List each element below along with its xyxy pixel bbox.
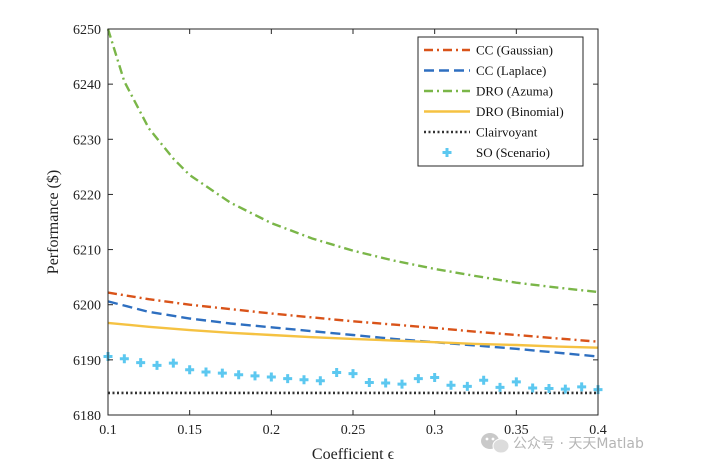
legend-swatch-so-scenario: [442, 148, 452, 157]
x-tick-label: 0.35: [504, 423, 529, 438]
legend: CC (Gaussian) CC (Laplace) DRO (Azuma) DRO …: [417, 36, 584, 167]
legend-label-dro-azuma: DRO (Azuma): [476, 84, 553, 99]
y-tick-label: 6210: [73, 244, 101, 259]
so-scenario-point: [495, 382, 505, 392]
legend-label-cc-gaussian: CC (Gaussian): [476, 43, 553, 58]
x-tick-label: 0.15: [177, 423, 202, 438]
so-scenario-point: [381, 378, 391, 388]
so-scenario-point: [430, 373, 440, 383]
so-scenario-point: [315, 376, 325, 386]
so-scenario-point: [185, 365, 195, 375]
legend-label-so-scenario: SO (Scenario): [476, 145, 550, 160]
so-scenario-point: [348, 369, 358, 379]
cc-laplace-line: [107, 300, 599, 358]
so-scenario-point: [299, 375, 309, 385]
watermark: 公众号 · 天天Matlab: [481, 433, 644, 454]
so-scenario-point: [168, 358, 178, 368]
so-scenario-point: [462, 381, 472, 391]
so-scenario-point: [119, 354, 129, 364]
so-scenario-point: [511, 377, 521, 387]
wechat-icon: [481, 433, 510, 454]
legend-label-cc-laplace: CC (Laplace): [476, 63, 546, 78]
y-tick-label: 6180: [73, 409, 101, 424]
y-tick-label: 6240: [73, 78, 101, 93]
legend-label-dro-binomial: DRO (Binomial): [476, 104, 564, 119]
so-scenario-point: [413, 374, 423, 384]
so-scenario-point: [250, 371, 260, 381]
y-axis-label: Performance ($): [45, 170, 62, 274]
dro-azuma-line: [106, 28, 599, 294]
dro-binomial-line: [107, 321, 599, 349]
so-scenario-point: [234, 370, 244, 380]
so-scenario-point: [528, 383, 538, 393]
y-tick-label: 6220: [73, 188, 101, 203]
so-scenario-point: [544, 384, 554, 394]
so-scenario-point: [266, 372, 276, 382]
so-scenario-point: [577, 382, 587, 392]
x-tick-label: 0.4: [589, 423, 607, 438]
legend-label-clairvoyant: Clairvoyant: [476, 125, 538, 140]
axes: 0.1 0.15 0.2 0.25 0.3 0.35 0.4 6180 6190 6200 6210…: [45, 23, 607, 463]
so-scenario-point: [397, 379, 407, 389]
so-scenario-point: [479, 375, 489, 385]
so-scenario-point: [283, 374, 293, 384]
x-tick-label: 0.25: [341, 423, 366, 438]
legend-box: [417, 36, 584, 167]
so-scenario-point: [217, 368, 227, 378]
y-tick-label: 6200: [73, 299, 101, 314]
x-tick-label: 0.2: [263, 423, 281, 438]
y-tick-label: 6190: [73, 354, 101, 369]
so-scenario-point: [364, 377, 374, 387]
x-axis-label: Coefficient ϵ: [312, 446, 395, 463]
so-scenario-point: [201, 367, 211, 377]
y-tick-label: 6250: [73, 23, 101, 38]
y-tick-label: 6230: [73, 133, 101, 148]
so-scenario-point: [152, 360, 162, 370]
so-scenario-point: [136, 358, 146, 368]
cc-gaussian-line: [107, 291, 599, 343]
so-scenario-point: [560, 384, 570, 394]
x-tick-label: 0.3: [426, 423, 444, 438]
x-tick-label: 0.1: [99, 423, 117, 438]
so-scenario-point: [446, 380, 456, 390]
so-scenario-point: [332, 368, 342, 378]
watermark-text: 公众号 · 天天Matlab: [513, 436, 644, 452]
plot-area: [103, 28, 603, 395]
